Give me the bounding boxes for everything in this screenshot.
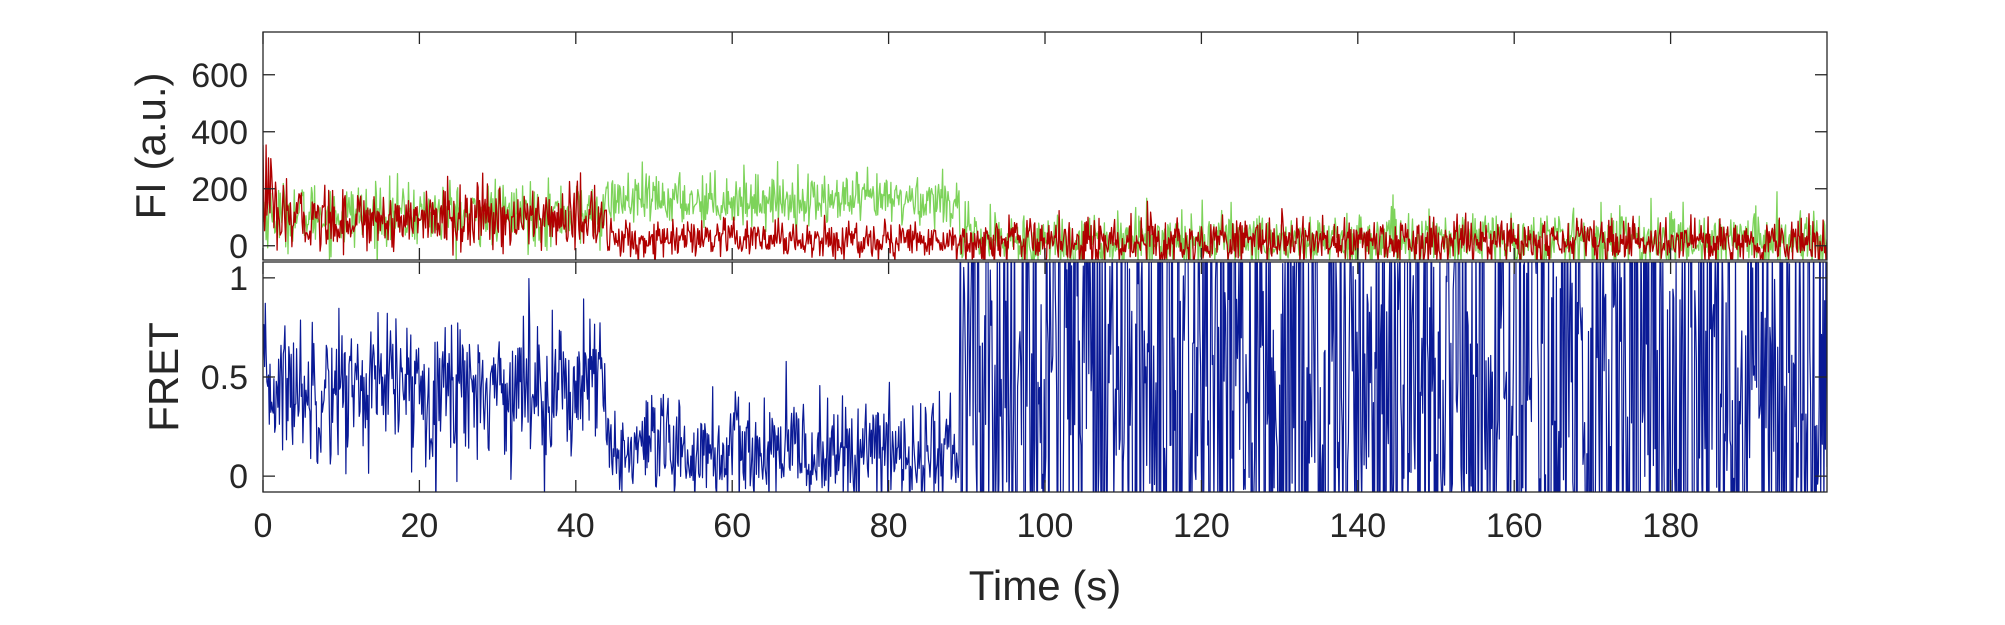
y-tick-label: 0 xyxy=(229,458,248,496)
fret-panel: 0 0.5 1 0 20 40 60 80 100 120 140 160 180 FRET Time … xyxy=(140,260,1828,609)
fluorescence-panel: 0 200 400 600 FI (a.u.) xyxy=(127,31,1828,266)
x-tick-label: 160 xyxy=(1486,507,1543,545)
acceptor-trace-line xyxy=(263,144,1827,260)
x-tick-label: 20 xyxy=(400,507,438,545)
x-tick-label: 180 xyxy=(1642,507,1699,545)
x-tick-label: 120 xyxy=(1173,507,1230,545)
x-axis-label: Time (s) xyxy=(969,562,1121,609)
y-tick-label: 400 xyxy=(191,114,248,152)
fluorescence-y-axis-label: FI (a.u.) xyxy=(127,72,174,219)
y-tick-label: 0 xyxy=(229,228,248,266)
y-tick-label: 1 xyxy=(229,260,248,298)
fret-axes-box xyxy=(262,261,1828,493)
fret-axis-ticks: 0 0.5 1 0 20 40 60 80 100 120 140 160 180 xyxy=(201,260,1827,545)
fluorescence-y-ticks: 0 200 400 600 xyxy=(191,32,1827,266)
x-tick-label: 140 xyxy=(1329,507,1386,545)
y-tick-label: 200 xyxy=(191,171,248,209)
x-tick-label: 80 xyxy=(870,507,908,545)
fluorescence-axes-box xyxy=(262,31,1828,261)
x-tick-label: 100 xyxy=(1017,507,1074,545)
fluorescence-series xyxy=(263,144,1827,260)
x-tick-label: 40 xyxy=(557,507,595,545)
x-tick-label: 60 xyxy=(713,507,751,545)
fret-y-axis-label: FRET xyxy=(140,322,187,432)
y-tick-label: 600 xyxy=(191,57,248,95)
x-tick-label: 0 xyxy=(254,507,273,545)
y-tick-label: 0.5 xyxy=(201,359,248,397)
